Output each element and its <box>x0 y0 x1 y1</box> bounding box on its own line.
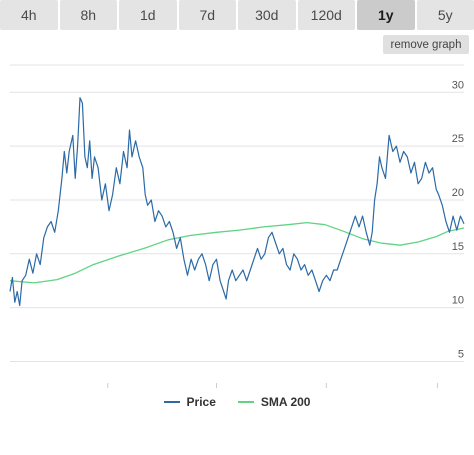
tab-1y[interactable]: 1y <box>357 0 415 30</box>
y-tick-label: 25 <box>452 133 464 145</box>
tab-30d[interactable]: 30d <box>238 0 296 30</box>
y-tick-label: 10 <box>452 295 464 307</box>
y-tick-label: 20 <box>452 187 464 199</box>
tab-4h[interactable]: 4h <box>0 0 58 30</box>
timeframe-tabs: 4h 8h 1d 7d 30d 120d 1y 5y <box>0 0 474 30</box>
legend-item-sma-200[interactable]: SMA 200 <box>237 395 311 409</box>
y-tick-label: 30 <box>452 79 464 91</box>
tab-5y[interactable]: 5y <box>416 0 474 30</box>
tab-120d[interactable]: 120d <box>297 0 355 30</box>
legend-label: SMA 200 <box>260 395 311 409</box>
sma-200-line <box>9 221 465 284</box>
y-tick-label: 5 <box>458 348 464 360</box>
y-tick-label: 15 <box>452 241 464 253</box>
price-chart: 51015202530Jan '25Apr '25Jul '25Oct '25 <box>9 64 465 388</box>
tab-8h[interactable]: 8h <box>59 0 117 30</box>
tab-1d[interactable]: 1d <box>119 0 177 30</box>
legend-swatch <box>163 401 180 403</box>
price-line <box>9 97 465 307</box>
remove-graph-button[interactable]: remove graph <box>383 35 469 54</box>
legend-label: Price <box>186 395 216 409</box>
tab-7d[interactable]: 7d <box>178 0 236 30</box>
legend-swatch <box>237 401 254 403</box>
legend-item-price[interactable]: Price <box>163 395 216 409</box>
chart-legend: Price SMA 200 <box>0 393 474 411</box>
